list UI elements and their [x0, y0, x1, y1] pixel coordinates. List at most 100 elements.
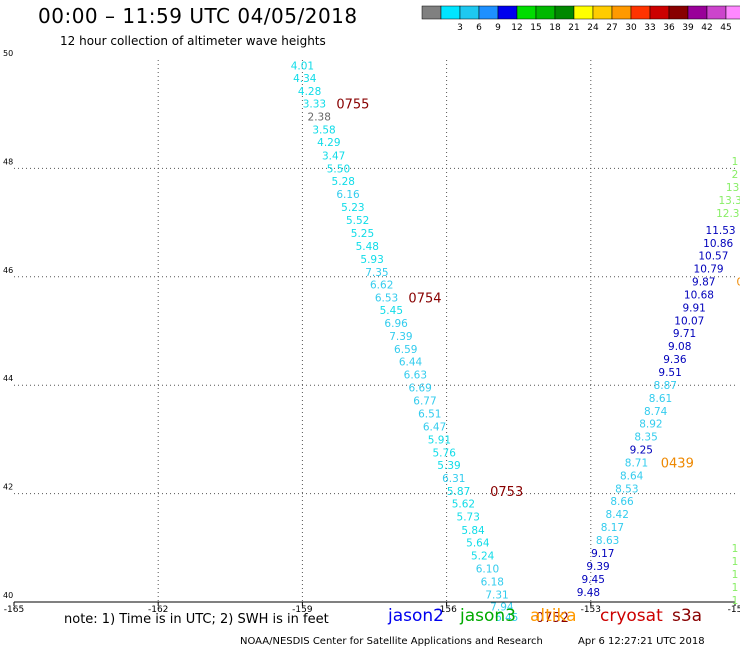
swh-point-label: 1 — [732, 556, 739, 568]
chart-subtitle: 12 hour collection of altimeter wave hei… — [60, 34, 326, 48]
swh-point-label: 8.35 — [634, 432, 657, 444]
x-tick-label: -159 — [292, 605, 313, 615]
swh-point-label: 2.38 — [308, 111, 331, 123]
swh-point-label: 5.73 — [457, 511, 480, 523]
swh-point-label: 8.61 — [649, 393, 672, 405]
swh-point-label: 10.07 — [674, 316, 704, 328]
legend-swatch — [649, 5, 670, 20]
y-tick-label: 40 — [3, 591, 13, 600]
swh-point-label: 6.47 — [423, 421, 446, 433]
swh-point-label: 1 — [732, 569, 739, 581]
swh-point-label: 5.64 — [466, 537, 490, 549]
swh-point-label: 13.3 — [718, 195, 740, 207]
swh-point-label: 6.44 — [399, 356, 423, 368]
legend-swatch — [421, 5, 442, 20]
swh-point-label: 6.51 — [418, 408, 441, 420]
legend-swatch — [725, 5, 740, 20]
legend-label: 39 — [682, 23, 694, 33]
swh-point-label: 5.91 — [428, 434, 451, 446]
swh-point-label: 8.92 — [639, 419, 662, 431]
swh-point-label: 5.84 — [461, 525, 485, 537]
swh-point-label: 3.58 — [312, 124, 335, 136]
swh-point-label: 10.57 — [698, 251, 728, 263]
swh-point-label: 9.25 — [630, 445, 653, 457]
generated-timestamp: Apr 6 12:27:21 UTC 2018 — [578, 636, 705, 647]
swh-point-label: 9.39 — [586, 561, 609, 573]
swh-point-label: 5.45 — [380, 305, 403, 317]
swh-point-label: 1 — [732, 156, 739, 168]
swh-point-label: 4.28 — [298, 86, 321, 98]
swh-point-label: 2 — [732, 169, 739, 181]
satellite-altika: altika — [530, 606, 577, 626]
swh-point-label: 8.42 — [606, 509, 629, 521]
legend-label: 12 — [511, 23, 522, 33]
swh-point-label: 9.36 — [663, 354, 687, 366]
satellite-jason3: jason3 — [460, 606, 516, 626]
swh-point-label: 7.31 — [485, 589, 508, 601]
swh-point-label: 5.76 — [433, 447, 457, 459]
legend-label: 42 — [701, 23, 712, 33]
legend-label: 36 — [663, 23, 675, 33]
swh-point-label: 6.63 — [404, 369, 427, 381]
swh-point-label: 5.25 — [351, 228, 374, 240]
y-tick-label: 50 — [3, 49, 13, 58]
satellite-jason2: jason2 — [388, 606, 444, 626]
x-tick-label: -156 — [436, 605, 457, 615]
swh-point-label: 6.31 — [442, 473, 465, 485]
legend-label: 30 — [625, 23, 637, 33]
swh-point-label: 6.69 — [408, 382, 431, 394]
y-tick-label: 44 — [3, 374, 13, 383]
swh-point-label: 8.66 — [610, 496, 634, 508]
swh-point-label: 5.39 — [437, 460, 460, 472]
swh-point-label: 8.63 — [596, 535, 619, 547]
swh-point-label: 6.62 — [370, 279, 393, 291]
swh-point-label: 6.77 — [413, 395, 436, 407]
pass-time-label: 0753 — [490, 485, 523, 500]
swh-point-label: 6.18 — [481, 576, 504, 588]
swh-point-label: 5.48 — [356, 241, 379, 253]
y-tick-label: 48 — [3, 157, 13, 166]
x-tick-label: -165 — [4, 605, 24, 615]
swh-point-label: 4.34 — [293, 73, 317, 85]
swh-point-label: 7.39 — [389, 331, 412, 343]
swh-point-label: 6.53 — [375, 292, 398, 304]
legend-label: 45 — [720, 23, 731, 33]
legend-label: 3 — [457, 23, 463, 33]
legend-swatch — [497, 5, 518, 20]
swh-point-label: 9.91 — [682, 303, 705, 315]
swh-point-label: 9.45 — [582, 574, 605, 586]
swh-point-label: 10.86 — [703, 238, 733, 250]
swh-point-label: 13 — [726, 182, 739, 194]
swh-point-label: 8.71 — [625, 458, 648, 470]
legend-swatch — [592, 5, 613, 20]
legend-swatch — [687, 5, 708, 20]
satellite-cryosat: cryosat — [600, 606, 663, 626]
swh-point-label: 6.16 — [336, 189, 360, 201]
legend-swatch — [630, 5, 651, 20]
legend-label: 27 — [606, 23, 617, 33]
chart-title: 00:00 – 11:59 UTC 04/05/2018 — [38, 4, 358, 28]
swh-point-label: 8.64 — [620, 471, 644, 483]
legend-label: 24 — [587, 23, 599, 33]
swh-point-label: 11.53 — [706, 225, 736, 237]
legend-swatch — [706, 5, 727, 20]
legend-swatch — [440, 5, 461, 20]
swh-point-label: 10.68 — [684, 290, 714, 302]
swh-point-label: 12.3 — [716, 208, 739, 220]
legend-label: 21 — [568, 23, 579, 33]
legend-swatch — [611, 5, 632, 20]
footer-note: note: 1) Time is in UTC; 2) SWH is in fe… — [64, 612, 329, 627]
x-tick-label: -15 — [728, 605, 740, 615]
legend-swatch — [535, 5, 556, 20]
swh-point-label: 8.17 — [601, 522, 624, 534]
swh-point-label: 7.35 — [365, 267, 388, 279]
y-tick-label: 42 — [3, 483, 13, 492]
legend-swatch — [459, 5, 480, 20]
swh-point-label: 5.93 — [360, 254, 383, 266]
pass-time-label: 0755 — [336, 97, 369, 112]
pass-time-label: 0754 — [408, 291, 441, 306]
swh-point-label: 1 — [732, 543, 739, 555]
swh-point-label: 9.17 — [591, 548, 614, 560]
swh-point-label: 5.23 — [341, 202, 364, 214]
